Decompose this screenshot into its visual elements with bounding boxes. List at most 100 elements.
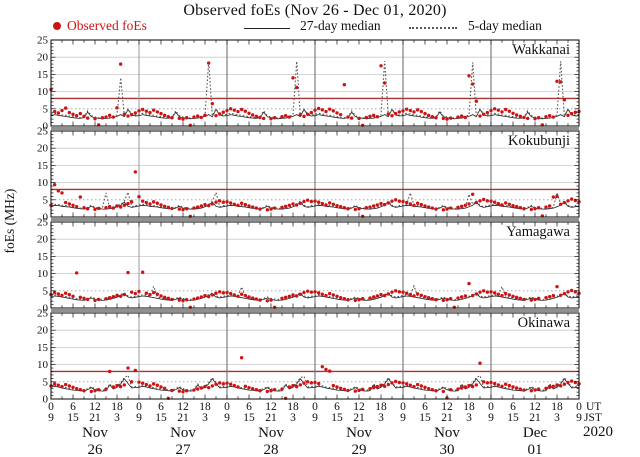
x-tick-ut: 18: [551, 401, 563, 413]
y-tick-label: 0: [43, 303, 49, 315]
day-label: Nov 29: [346, 425, 372, 457]
y-tick-label: 5: [43, 376, 49, 388]
legend-27day-label: 27-day median: [300, 18, 381, 33]
x-axis-labels: 0 6 12 18 9 15 21 3 Nov 26 0 6 12 18 9 15 21 3 Nov 27 0 6 12…: [0, 401, 640, 457]
y-tick-label: 0: [43, 212, 49, 224]
y-tick-label: 10: [37, 86, 49, 98]
y-ticks: 0 5 10 15 20 25: [37, 217, 579, 315]
x-tick-ut: 18: [463, 401, 475, 413]
median27-line: [50, 293, 580, 301]
x-tick-ut: 18: [199, 401, 211, 413]
x-tick-ut: 0: [488, 401, 494, 413]
observed-dots: [49, 170, 581, 219]
x-ticks: [61, 131, 569, 217]
x-tick-jst: 9: [48, 412, 54, 424]
y-tick-label: 20: [37, 234, 49, 246]
x-tick-ut: 12: [441, 401, 453, 413]
legend-5day-label: 5-day median: [468, 18, 542, 33]
x-ticks: [61, 40, 569, 126]
x-tick-jst: 21: [89, 412, 101, 424]
panel-label-okinawa: Okinawa: [517, 315, 570, 331]
x-tick-jst: 15: [67, 412, 79, 424]
x-tick-jst: 9: [312, 412, 318, 424]
day-label: Nov 28: [258, 425, 284, 457]
x-tick-jst: 15: [155, 412, 167, 424]
x-tick-jst: 9: [576, 412, 582, 424]
y-tick-label: 15: [37, 160, 49, 172]
y-tick-label: 20: [37, 325, 49, 337]
y-tick-label: 5: [43, 103, 49, 115]
y-tick-label: 0: [43, 121, 49, 133]
x-tick-jst: 15: [419, 412, 431, 424]
x-tick-ut: 0: [224, 401, 230, 413]
x-tick-ut: 12: [529, 401, 541, 413]
median5-line: [50, 190, 580, 209]
y-tick-label: 15: [37, 342, 49, 354]
x-tick-ut: 12: [353, 401, 365, 413]
x-tick-ut: 12: [89, 401, 101, 413]
x-tick-jst: 21: [265, 412, 277, 424]
legend-dotted-line-icon: [409, 27, 457, 29]
panel-divider: [51, 309, 579, 312]
median5-line: [50, 60, 580, 119]
x-tick-jst: 3: [466, 412, 472, 424]
y-tick-label: 0: [43, 394, 49, 406]
x-ticks: [61, 313, 569, 399]
x-tick-ut: 6: [158, 401, 164, 413]
day-label: Nov 30: [434, 425, 460, 457]
y-tick-label: 5: [43, 194, 49, 206]
year-label: 2020: [583, 424, 613, 440]
x-tick-jst: 3: [114, 412, 120, 424]
legend-solid-line-icon: [244, 28, 290, 29]
x-tick-ut: 6: [246, 401, 252, 413]
x-tick-ut: 0: [312, 401, 318, 413]
x-tick-jst: 15: [243, 412, 255, 424]
chart-title: Observed foEs (Nov 26 - Dec 01, 2020): [183, 2, 447, 19]
x-tick-jst: 3: [202, 412, 208, 424]
y-tick-label: 15: [37, 251, 49, 263]
legend-observed-label: Observed foEs: [67, 18, 147, 33]
panel-label-yamagawa: Yamagawa: [506, 224, 570, 240]
x-tick-jst: 9: [488, 412, 494, 424]
x-tick-jst: 9: [400, 412, 406, 424]
station-panel-okinawa: 0 5 10 15 20 25: [37, 308, 581, 406]
x-tick-ut: 6: [510, 401, 516, 413]
x-tick-ut: 18: [111, 401, 123, 413]
y-tick-label: 5: [43, 285, 49, 297]
y-tick-label: 25: [37, 308, 49, 320]
x-tick-ut: 6: [334, 401, 340, 413]
y-ticks: 0 5 10 15 20 25: [37, 308, 579, 406]
x-tick-jst: 21: [177, 412, 189, 424]
x-tick-jst: 3: [290, 412, 296, 424]
day-label: Dec 01: [522, 425, 548, 457]
station-panel-wakkanai: 0 5 10 15 20 25: [37, 35, 581, 133]
x-tick-ut: 12: [265, 401, 277, 413]
x-tick-ut: 18: [375, 401, 387, 413]
x-ticks: [61, 222, 569, 308]
panel-label-wakkanai: Wakkanai: [512, 42, 570, 58]
median27-line: [50, 108, 580, 120]
x-tick-jst: 9: [224, 412, 230, 424]
legend-observed-dot-icon: [53, 22, 61, 30]
jst-caption: JST: [584, 412, 602, 424]
median27-line: [50, 201, 580, 210]
x-tick-jst: 3: [554, 412, 560, 424]
y-tick-label: 25: [37, 126, 49, 138]
y-tick-label: 10: [37, 359, 49, 371]
y-ticks: 0 5 10 15 20 25: [37, 35, 579, 133]
x-tick-jst: 15: [507, 412, 519, 424]
x-tick-jst: 3: [378, 412, 384, 424]
y-ticks: 0 5 10 15 20 25: [37, 126, 579, 224]
y-tick-label: 10: [37, 268, 49, 280]
x-tick-ut: 6: [70, 401, 76, 413]
median5-line: [50, 284, 580, 300]
x-tick-jst: 15: [331, 412, 343, 424]
x-tick-ut: 6: [422, 401, 428, 413]
median5-line: [50, 374, 580, 391]
y-tick-label: 20: [37, 143, 49, 155]
panel-divider: [51, 218, 579, 221]
x-tick-ut: 0: [576, 401, 582, 413]
y-tick-label: 25: [37, 35, 49, 47]
x-tick-jst: 21: [441, 412, 453, 424]
